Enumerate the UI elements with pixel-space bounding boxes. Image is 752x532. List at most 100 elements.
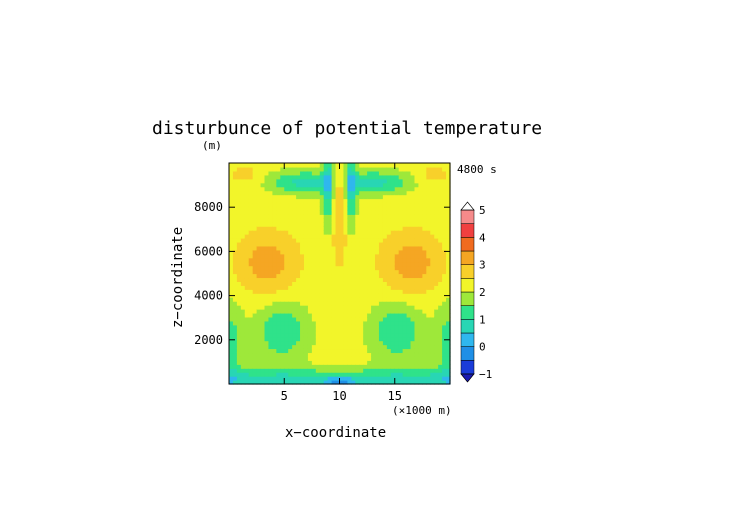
contour-cell [292,293,297,298]
contour-cell [343,202,348,208]
contour-cell [288,273,293,279]
contour-cell [319,261,325,267]
contour-cell [315,194,321,200]
contour-cell [331,237,337,243]
contour-cell [430,380,435,385]
contour-cell [288,344,293,350]
contour-cell [264,312,270,318]
contour-cell [410,301,416,306]
contour-cell [414,214,420,219]
contour-cell [244,218,250,223]
contour-cell [347,206,352,211]
contour-cell [438,253,443,259]
contour-cell [288,249,293,255]
contour-cell [406,214,412,219]
contour-cell [347,376,352,381]
contour-cell [418,305,423,310]
contour-cell [331,352,337,357]
contour-cell [355,368,360,373]
contour-cell [410,273,416,279]
contour-cell [296,210,301,215]
contour-cell [426,380,431,385]
contour-cell [292,277,297,282]
contour-cell [284,332,289,338]
contour-cell [378,190,384,196]
contour-cell [307,214,313,219]
contour-cell [280,163,285,168]
contour-cell [319,344,325,350]
contour-cell [315,297,321,302]
contour-cell [303,198,309,204]
contour-cell [438,265,443,271]
contour-cell [363,352,368,357]
contour-cell [390,261,396,267]
contour-cell [319,297,325,302]
contour-cell [300,269,305,275]
contour-cell [375,206,380,211]
contour-cell [446,245,451,251]
contour-cell [351,163,356,168]
contour-cell [438,309,443,314]
contour-cell [248,214,254,219]
contour-cell [430,253,435,259]
contour-cell [335,324,341,330]
contour-cell [367,301,372,306]
contour-cell [229,368,234,373]
contour-cell [296,166,301,172]
contour-cell [256,289,262,294]
contour-cell [284,269,289,275]
contour-cell [323,230,329,235]
contour-cell [232,237,238,243]
contour-cell [339,206,345,211]
contour-cell [363,178,368,184]
contour-cell [327,237,333,243]
contour-cell [438,332,443,338]
contour-cell [323,198,329,204]
contour-cell [323,376,329,381]
contour-cell [307,194,313,200]
contour-cell [232,253,238,259]
contour-cell [442,186,447,192]
contour-cell [292,206,297,211]
contour-cell [280,340,285,346]
contour-cell [434,174,439,180]
contour-cell [355,190,360,196]
contour-cell [323,320,329,326]
contour-cell [382,364,388,369]
contour-cell [371,194,376,200]
contour-cell [292,297,297,302]
contour-cell [378,301,384,306]
contour-cell [300,332,305,338]
contour-cell [398,328,404,334]
contour-cell [315,356,321,361]
contour-cell [311,186,317,192]
contour-cell [335,301,341,306]
contour-cell [390,305,396,310]
contour-cell [347,293,352,298]
contour-cell [410,352,416,357]
contour-cell [390,380,396,385]
contour-cell [394,226,400,231]
contour-cell [347,301,352,306]
contour-cell [272,309,277,314]
contour-cell [434,320,439,326]
contour-cell [232,249,238,255]
contour-cell [315,376,321,381]
contour-cell [390,210,396,215]
contour-cell [264,285,270,290]
contour-cell [236,352,242,357]
contour-cell [359,230,364,235]
contour-cell [303,289,309,294]
contour-cell [363,174,368,180]
contour-cell [256,301,262,306]
contour-cell [430,170,435,176]
contour-cell [339,226,345,231]
contour-cell [386,253,392,259]
contour-cell [319,309,325,314]
contour-cell [327,178,333,184]
contour-cell [323,210,329,215]
contour-cell [311,249,317,255]
contour-cell [406,206,412,211]
contour-cell [371,170,376,176]
contour-cell [446,253,451,259]
